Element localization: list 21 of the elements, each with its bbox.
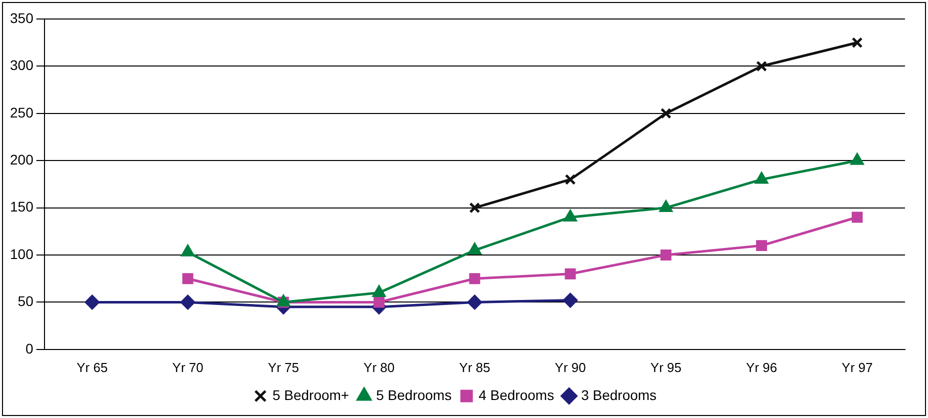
- y-tick-label: 150: [10, 198, 34, 215]
- y-tick-label: 250: [10, 104, 34, 120]
- x-tick-label: Yr 96: [746, 360, 778, 375]
- x-tick-label: Yr 70: [172, 360, 204, 375]
- x-tick-label: Yr 85: [459, 360, 490, 375]
- x-tick-label: Yr 65: [76, 360, 108, 375]
- y-tick-label: 300: [10, 57, 34, 74]
- y-tick-label: 50: [18, 293, 34, 310]
- x-tick-label: Yr 95: [650, 360, 682, 375]
- x-tick-label: Yr 80: [364, 360, 395, 375]
- legend-label: 3 Bedrooms: [581, 386, 657, 403]
- legend-label: 5 Bedrooms: [376, 386, 452, 403]
- y-tick-label: 350: [10, 10, 34, 26]
- legend-label: 4 Bedrooms: [478, 386, 554, 403]
- y-tick-label: 0: [26, 340, 34, 356]
- legend-label: 5 Bedroom+: [272, 386, 350, 403]
- y-tick-label: 100: [10, 246, 34, 262]
- x-tick-label: Yr 75: [268, 360, 299, 375]
- y-tick-label: 200: [10, 151, 34, 168]
- x-tick-label: Yr 90: [554, 360, 586, 375]
- x-tick-label: Yr 97: [842, 360, 873, 375]
